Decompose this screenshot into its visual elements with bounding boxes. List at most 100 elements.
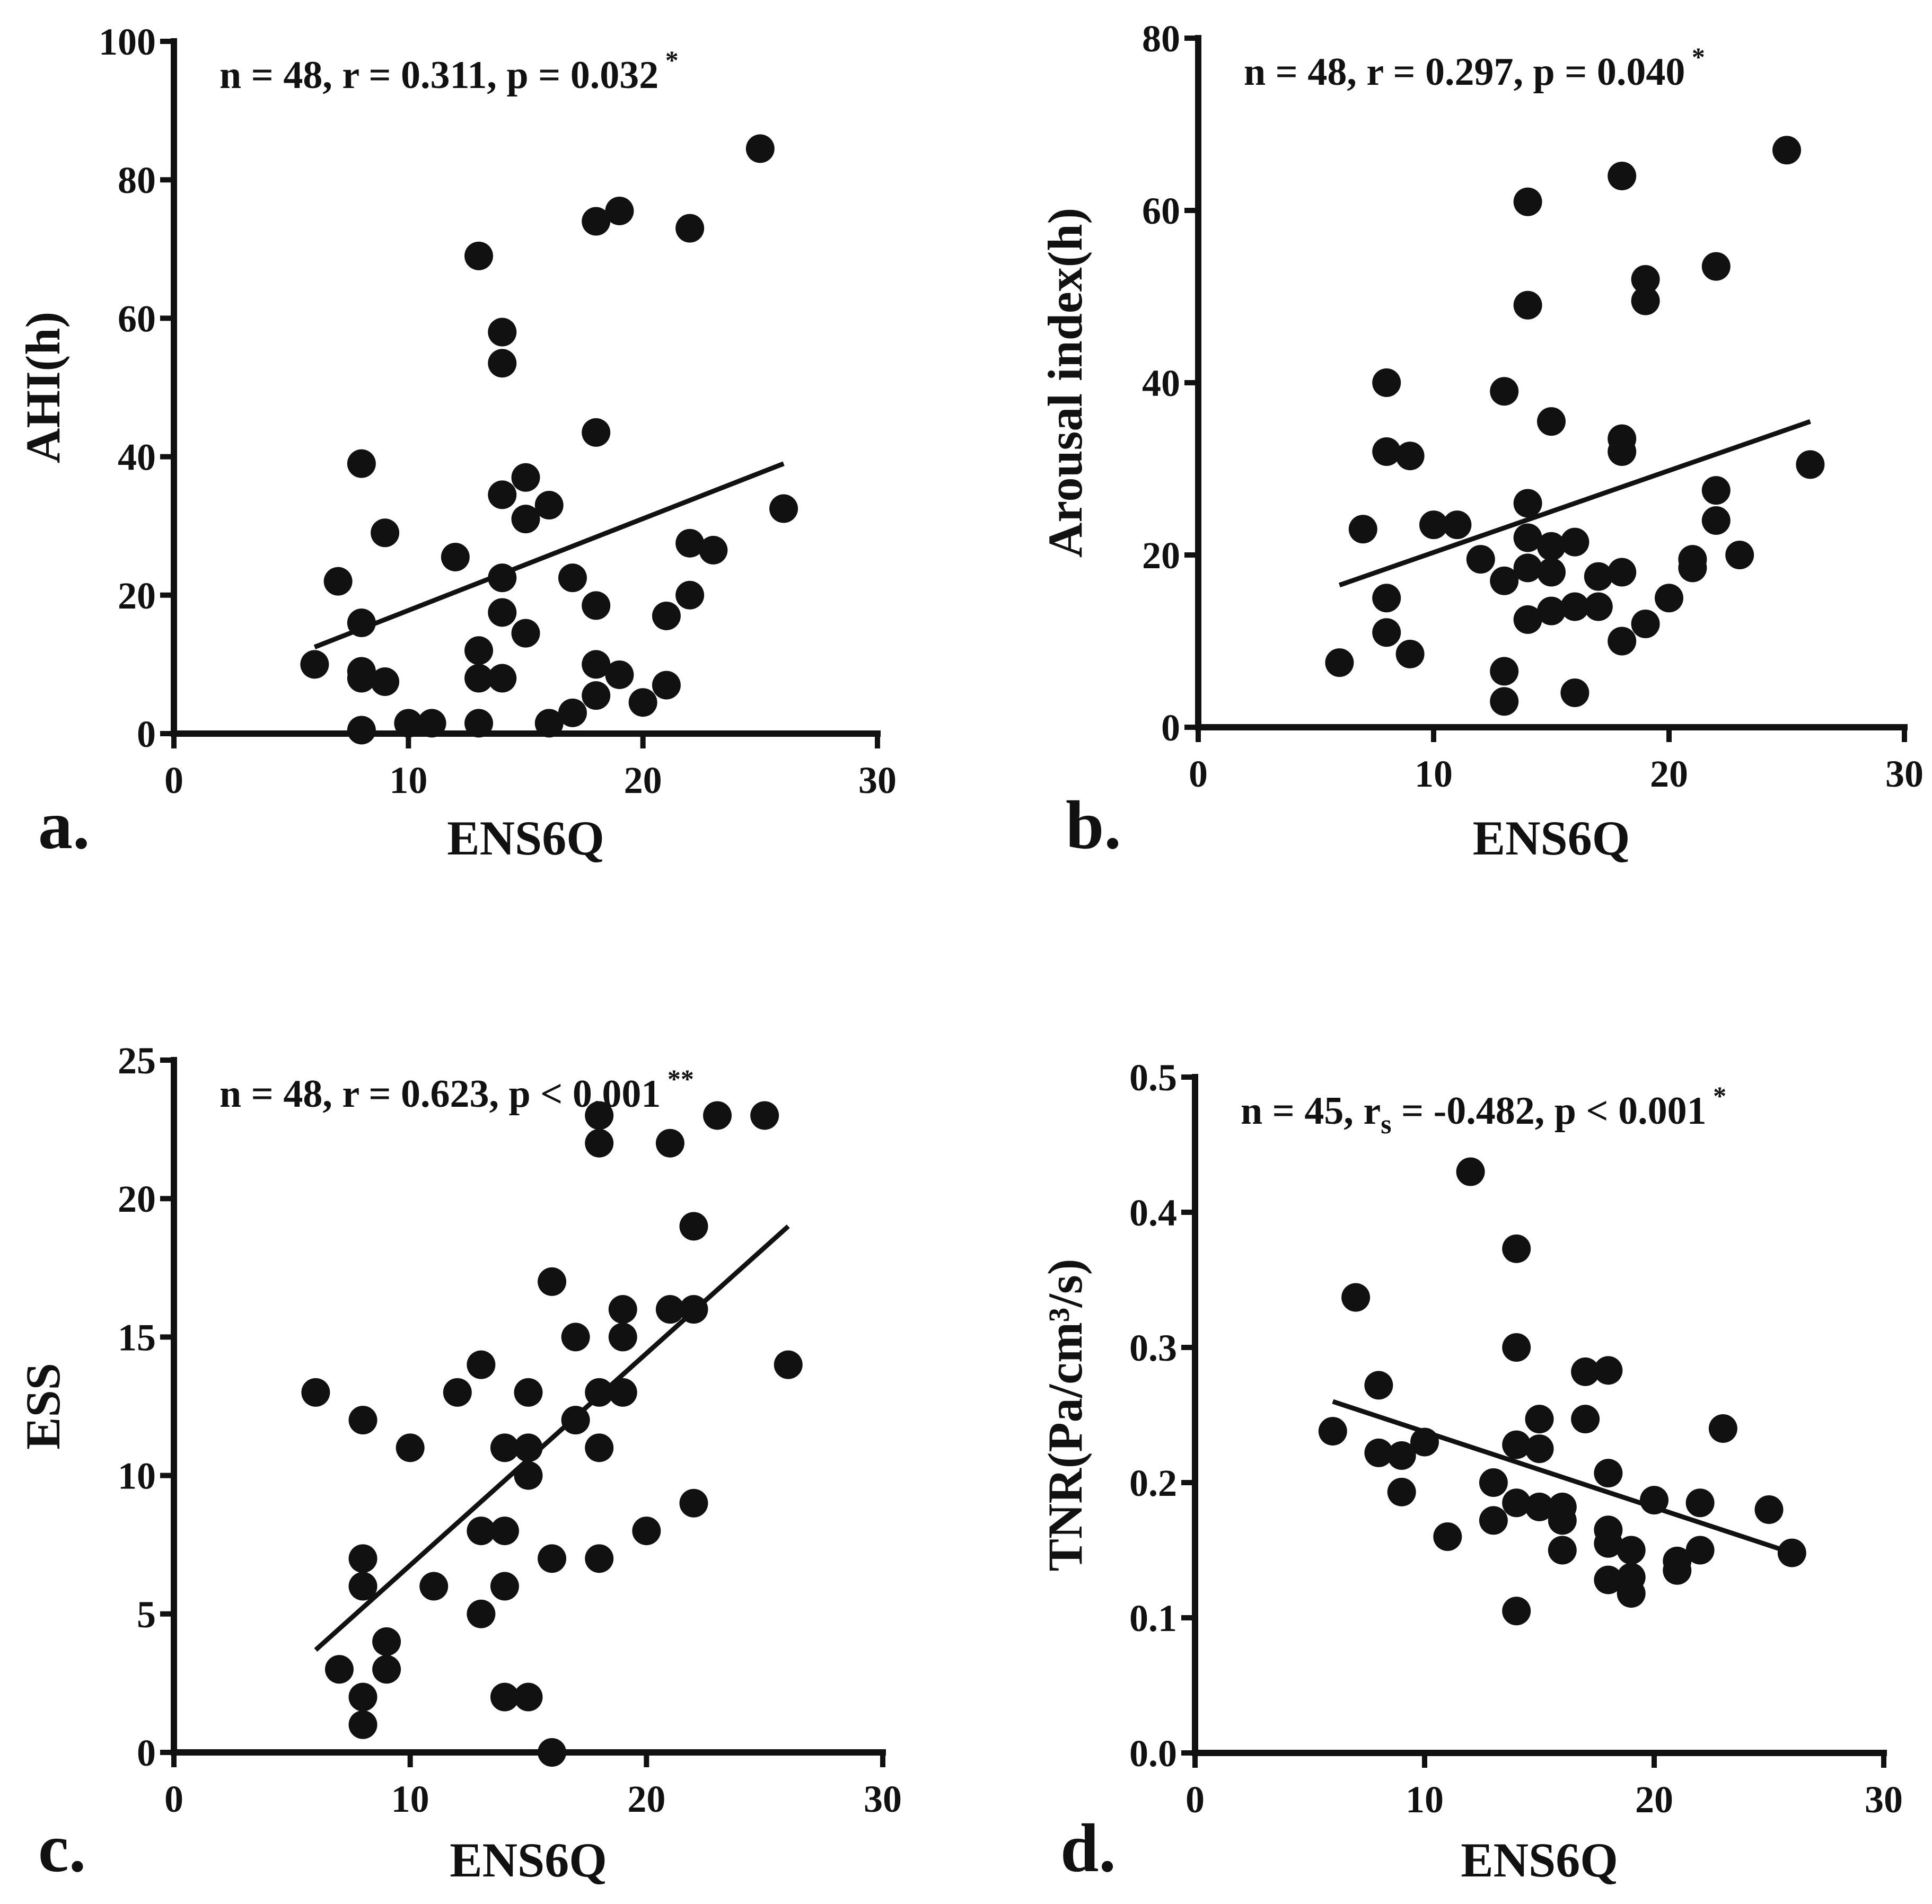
data-point [582, 591, 611, 620]
data-point [1395, 639, 1425, 668]
data-point [514, 1682, 543, 1712]
y-tick-label: 60 [1142, 190, 1180, 232]
regression-line [1332, 1399, 1793, 1555]
x-tick-label: 0 [164, 1778, 183, 1820]
stats-corr-value: = -0.482, [1391, 1089, 1554, 1133]
data-point [769, 494, 798, 523]
y-axis-title: TNR(Pa/cm³/s) [1038, 1259, 1092, 1572]
data-point [1372, 368, 1401, 397]
data-point [417, 709, 446, 738]
data-point [323, 567, 353, 596]
data-point [1479, 1468, 1508, 1497]
x-tick-label: 10 [1406, 1778, 1444, 1821]
data-point [347, 449, 376, 478]
data-point [490, 1433, 519, 1462]
stats-significance: * [1707, 1081, 1727, 1110]
data-point [441, 542, 470, 571]
y-tick-label: 0.1 [1129, 1597, 1177, 1639]
panel-d: 0.0 0.1 0.2 0.3 0.4 0.5 0 10 20 30 ENS6Q TNR(Pa/cm³… [1038, 1056, 1903, 1887]
y-tick-label: 10 [118, 1455, 156, 1497]
y-tick-label: 0.4 [1129, 1192, 1177, 1234]
data-point [1571, 1357, 1600, 1386]
stats-p: p < 0.001 [1555, 1089, 1707, 1133]
data-point [1490, 687, 1519, 716]
x-tick-label: 20 [624, 759, 662, 801]
stats-corr-symbol: r [1363, 1089, 1381, 1133]
stats-n: n = 48, [219, 1072, 342, 1116]
stats-corr-subscript: s [1381, 1109, 1391, 1140]
stats-significance: * [658, 45, 679, 75]
data-point [582, 650, 611, 679]
data-point [558, 563, 587, 593]
x-tick-label: 20 [1635, 1778, 1673, 1821]
y-axis-title: AHI(h) [16, 312, 70, 463]
data-point [396, 1433, 425, 1462]
data-point [1318, 1417, 1347, 1446]
data-point [582, 681, 611, 710]
data-point [1608, 558, 1637, 587]
data-point [655, 1129, 684, 1158]
x-tick-label: 30 [858, 759, 897, 801]
panel-b: 0 20 40 60 80 0 10 20 30 ENS6Q Arousal index(h) b. n… [1038, 17, 1924, 865]
stats-p: p = 0.040 [1533, 50, 1685, 94]
data-point [608, 1323, 637, 1352]
data-point [347, 609, 376, 638]
y-tick-label: 0 [1161, 707, 1180, 749]
data-point [1364, 1438, 1393, 1467]
stats-annotation: n = 45, rs = -0.482, p < 0.001 * [1241, 1081, 1726, 1140]
data-point [348, 1572, 377, 1601]
data-point [703, 1101, 732, 1130]
data-point [1701, 252, 1731, 281]
data-point [1537, 532, 1566, 561]
data-point [1525, 1434, 1554, 1464]
y-tick-label: 20 [118, 575, 156, 617]
data-point [371, 518, 400, 548]
stats-corr-symbol: r [1366, 50, 1383, 94]
x-tick-label: 10 [389, 759, 427, 801]
data-point [443, 1378, 472, 1407]
data-point [608, 1378, 637, 1407]
data-point [1513, 523, 1542, 552]
x-axis-title: ENS6Q [1473, 811, 1630, 865]
stats-n: n = 48, [219, 54, 342, 97]
data-point [488, 563, 517, 593]
data-point [558, 698, 587, 727]
data-point [324, 1655, 354, 1684]
data-point [1502, 1333, 1531, 1362]
data-point [1701, 506, 1731, 535]
data-point [464, 636, 494, 665]
data-point [394, 709, 423, 738]
data-point [301, 1378, 330, 1407]
data-point [1395, 442, 1425, 471]
data-point [488, 480, 517, 509]
data-point [1584, 562, 1613, 591]
data-point [1456, 1157, 1485, 1186]
x-tick-label: 30 [1885, 753, 1924, 795]
y-tick-label: 80 [1142, 17, 1180, 60]
panel-letter: c. [38, 1810, 86, 1887]
data-point [1655, 584, 1683, 613]
data-point [1685, 1536, 1715, 1565]
x-tick-label: 20 [627, 1778, 665, 1820]
data-point [1348, 515, 1377, 544]
data-point [652, 671, 681, 700]
data-point [1631, 610, 1660, 638]
data-point [1777, 1538, 1806, 1567]
data-point [1594, 1529, 1623, 1558]
x-axis-title: ENS6Q [450, 1833, 607, 1887]
y-tick-label: 5 [137, 1593, 156, 1636]
stats-annotation: n = 48, r = 0.623, p < 0.001 ** [219, 1064, 694, 1116]
data-point [1525, 1405, 1554, 1434]
data-point [1631, 265, 1660, 294]
data-point [675, 580, 705, 610]
panel-letter: a. [38, 787, 90, 863]
data-point [514, 1461, 543, 1490]
panel-letter: d. [1060, 1810, 1116, 1887]
data-point [774, 1350, 803, 1379]
data-point [348, 1544, 377, 1573]
data-point [605, 196, 634, 225]
stats-n: n = 45, [1241, 1089, 1363, 1133]
data-point [1571, 1405, 1600, 1434]
data-point [1678, 553, 1707, 583]
data-point [1537, 596, 1566, 625]
